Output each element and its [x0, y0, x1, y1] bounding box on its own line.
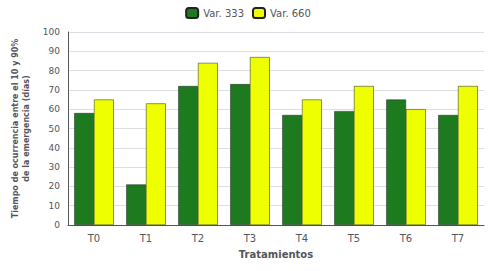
svg-text:60: 60 [49, 104, 61, 114]
svg-text:0: 0 [54, 220, 60, 230]
svg-text:T3: T3 [243, 233, 256, 244]
svg-text:de la emergencia (días): de la emergencia (días) [22, 75, 31, 181]
svg-text:T6: T6 [399, 233, 412, 244]
svg-text:10: 10 [49, 201, 61, 211]
svg-text:T7: T7 [451, 233, 464, 244]
svg-text:20: 20 [49, 181, 61, 191]
svg-text:70: 70 [49, 85, 61, 95]
svg-text:80: 80 [49, 66, 61, 76]
svg-text:50: 50 [49, 124, 61, 134]
svg-text:Tratamientos: Tratamientos [239, 249, 313, 260]
svg-text:Var. 333: Var. 333 [203, 8, 244, 19]
svg-text:T5: T5 [347, 233, 360, 244]
svg-text:40: 40 [49, 143, 61, 153]
svg-text:100: 100 [43, 27, 60, 37]
svg-text:T0: T0 [87, 233, 100, 244]
svg-text:T2: T2 [191, 233, 204, 244]
svg-text:Tiempo de ocurrencia entre el: Tiempo de ocurrencia entre el 10 y 90% [11, 39, 20, 219]
svg-text:T4: T4 [295, 233, 308, 244]
svg-text:30: 30 [49, 162, 61, 172]
svg-text:Var. 660: Var. 660 [270, 8, 311, 19]
svg-text:90: 90 [49, 46, 61, 56]
svg-text:T1: T1 [139, 233, 152, 244]
